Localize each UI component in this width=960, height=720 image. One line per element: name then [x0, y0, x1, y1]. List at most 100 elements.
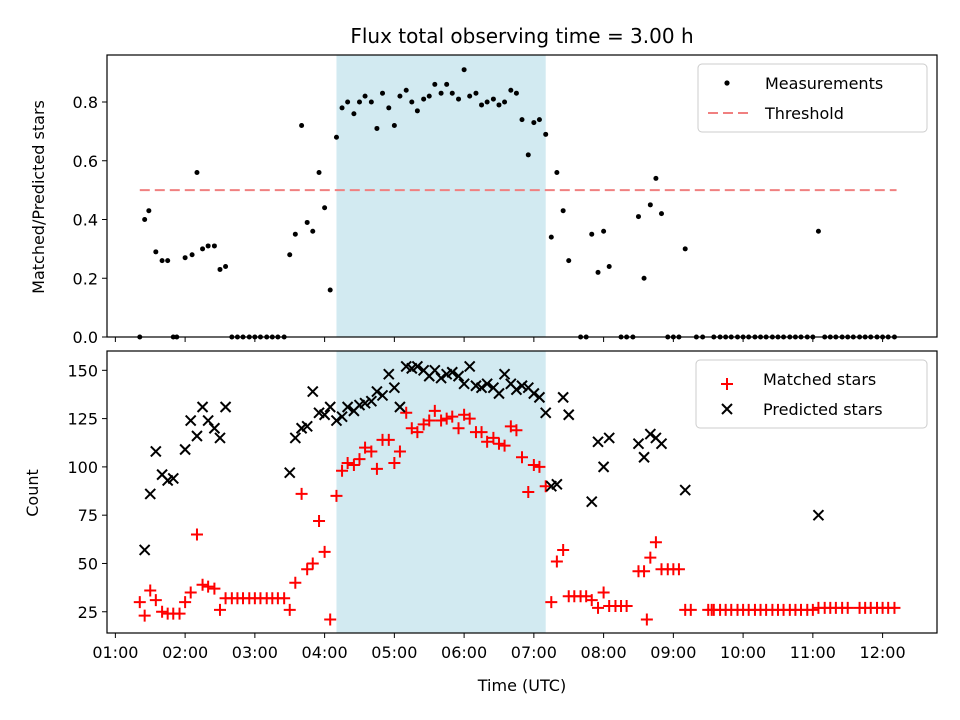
x-tick-label: 11:00	[790, 643, 836, 662]
matched-star-point	[289, 576, 302, 589]
predicted-star-point	[371, 385, 383, 398]
measurement-point	[508, 87, 514, 93]
legend-measurements-label: Measurements	[765, 74, 883, 93]
predicted-star-point	[551, 478, 563, 490]
matched-star-point	[481, 435, 494, 448]
matched-star-point	[295, 487, 308, 500]
measurement-point	[287, 252, 293, 258]
legend-matched-marker	[721, 378, 733, 390]
matched-star-point	[347, 458, 360, 471]
measurement-point	[815, 228, 821, 234]
matched-star-point	[208, 582, 221, 595]
measurement-point	[641, 275, 647, 281]
matched-star-point	[435, 414, 448, 427]
x-tick-label: 05:00	[371, 643, 417, 662]
bottom-y-tick-label: 25	[78, 603, 98, 622]
predicted-star-point	[324, 401, 336, 413]
measurement-point	[548, 234, 554, 240]
matched-star-point	[888, 601, 901, 614]
measurement-point	[310, 228, 316, 234]
matched-star-point	[492, 437, 505, 450]
measurement-point	[647, 202, 653, 208]
matched-star-point	[336, 464, 349, 477]
matched-star-point	[806, 603, 819, 616]
x-tick-label: 03:00	[232, 643, 278, 662]
x-axis-label: Time (UTC)	[477, 676, 566, 695]
matched-star-point	[411, 426, 424, 439]
measurement-point	[519, 117, 525, 123]
matched-star-point	[365, 445, 378, 458]
matched-star-point	[649, 536, 662, 549]
measurement-point	[421, 96, 427, 102]
matched-star-point	[313, 514, 326, 527]
measurement-point	[409, 99, 415, 105]
bottom-y-tick-label: 100	[67, 458, 98, 477]
predicted-star-point	[603, 432, 615, 444]
measurement-point	[386, 105, 392, 111]
measurement-point	[333, 134, 339, 140]
predicted-star-point	[219, 401, 232, 413]
matched-star-point	[545, 596, 558, 609]
matched-star-point	[156, 605, 169, 618]
predicted-star-point	[498, 368, 511, 380]
predicted-star-point	[510, 383, 523, 396]
predicted-star-point	[365, 395, 378, 407]
measurement-point	[444, 81, 450, 87]
bottom-axes-frame	[106, 350, 938, 634]
matched-star-point	[841, 601, 854, 614]
measurement-point	[345, 99, 351, 105]
measurement-point	[194, 170, 200, 175]
matched-star-point	[550, 555, 563, 568]
measurement-point	[635, 214, 641, 220]
bottom-y-axis-label: Count	[23, 469, 42, 517]
predicted-star-point	[679, 484, 691, 496]
predicted-star-point	[394, 401, 406, 413]
measurement-point	[391, 123, 397, 128]
predicted-star-point	[452, 370, 465, 382]
measurement-point	[682, 246, 688, 252]
matched-star-point	[463, 412, 476, 425]
matched-star-point	[620, 599, 633, 612]
predicted-star-point	[284, 466, 296, 479]
matched-star-point	[644, 551, 657, 564]
top-y-ticks: 0.0 0.2 0.4 0.6 0.8	[73, 93, 107, 347]
matched-star-point	[475, 426, 488, 439]
predicted-star-point	[540, 407, 552, 419]
measurement-point	[461, 67, 467, 73]
matched-star-point	[533, 460, 546, 473]
matched-star-point	[382, 433, 395, 446]
predicted-star-point	[533, 391, 546, 404]
predicted-star-point	[184, 414, 197, 427]
measurement-point	[292, 231, 298, 237]
measurement-point	[566, 258, 572, 264]
measurement-point	[362, 93, 368, 99]
measurement-point	[484, 99, 490, 105]
matched-star-point	[370, 462, 383, 475]
measurement-point	[414, 108, 420, 114]
measurement-point	[490, 96, 496, 102]
matched-stars-points	[133, 404, 901, 626]
measurement-point	[525, 152, 531, 158]
predicted-star-point	[557, 391, 569, 404]
predicted-star-point	[376, 389, 389, 402]
top-y-tick-label: 0.6	[73, 152, 98, 171]
measurement-point	[536, 117, 542, 123]
predicted-star-point	[144, 488, 156, 500]
measurement-point	[159, 258, 165, 264]
bottom-y-ticks: 25 50 75 100 125 150	[67, 361, 107, 622]
measurement-point	[438, 90, 444, 96]
x-tick-label: 01:00	[92, 643, 138, 662]
predicted-star-point	[644, 428, 657, 440]
matched-star-point	[452, 422, 465, 435]
predicted-star-point	[202, 414, 214, 427]
matched-star-point	[498, 439, 511, 452]
matched-star-point	[393, 445, 406, 458]
measurement-point	[316, 170, 322, 175]
bottom-x-ticks: 01:00 02:00 03:00 04:00 05:00 06:00 07:00 08:00…	[92, 633, 906, 662]
bottom-panel: 25 50 75 100 125 150 01:00 02:00 03:00 04:00 05:0…	[23, 350, 938, 695]
chart-title: Flux total observing time = 3.00 h	[350, 24, 693, 48]
matched-star-point	[440, 412, 453, 425]
predicted-stars-points	[138, 360, 825, 556]
measurement-point	[299, 123, 305, 128]
